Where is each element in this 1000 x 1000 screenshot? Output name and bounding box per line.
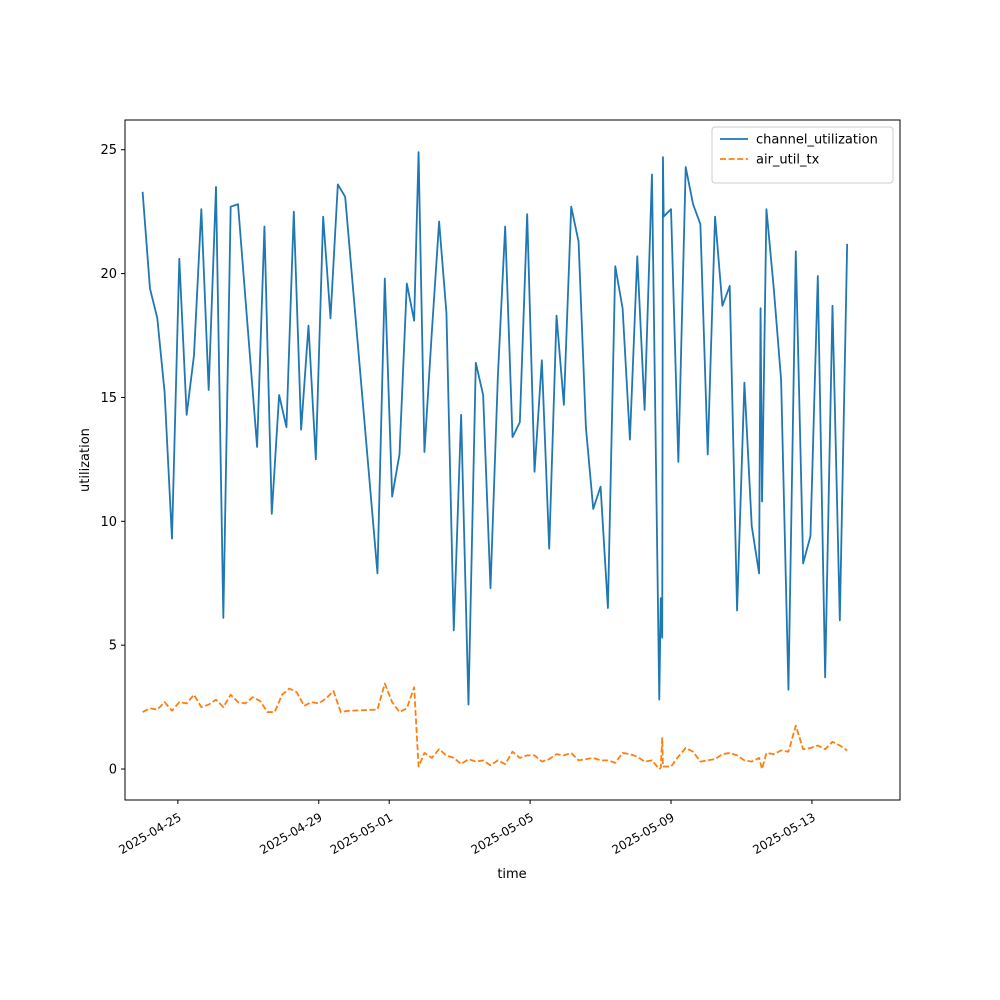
y-tick-label: 15 xyxy=(100,391,117,406)
series-line-air-util-tx xyxy=(142,682,848,770)
legend-label-channel-utilization: channel_utilization xyxy=(756,133,878,148)
series-group xyxy=(141,151,849,770)
axes-border xyxy=(124,119,901,801)
legend-label-air-util-tx: air_util_tx xyxy=(756,153,820,168)
x-tick-label: 2025-05-09 xyxy=(610,810,677,857)
y-tick-label: 20 xyxy=(100,267,117,282)
y-axis-label: utilization xyxy=(78,428,93,492)
x-tick-label: 2025-05-13 xyxy=(750,810,817,857)
y-tick-label: 5 xyxy=(109,639,117,654)
x-axis-label: time xyxy=(497,867,526,882)
legend: channel_utilization air_util_tx xyxy=(711,126,894,184)
x-axis: 2025-04-25 2025-04-29 2025-05-01 2025-05-05… xyxy=(116,800,818,857)
legend-box xyxy=(711,126,894,184)
x-tick-label: 2025-04-29 xyxy=(257,810,324,857)
y-tick-label: 25 xyxy=(100,143,117,158)
plot-frame xyxy=(125,120,900,800)
axes-frame xyxy=(124,119,901,801)
x-tick-label: 2025-04-25 xyxy=(116,810,183,857)
plot-area xyxy=(125,120,900,800)
y-axis: 0 5 10 15 20 25 xyxy=(100,143,125,778)
series-line-channel-utilization xyxy=(141,151,849,706)
x-tick-label: 2025-05-01 xyxy=(328,810,395,857)
y-tick-label: 0 xyxy=(109,763,117,778)
x-tick-label: 2025-05-05 xyxy=(469,810,536,857)
y-tick-label: 10 xyxy=(100,515,117,530)
